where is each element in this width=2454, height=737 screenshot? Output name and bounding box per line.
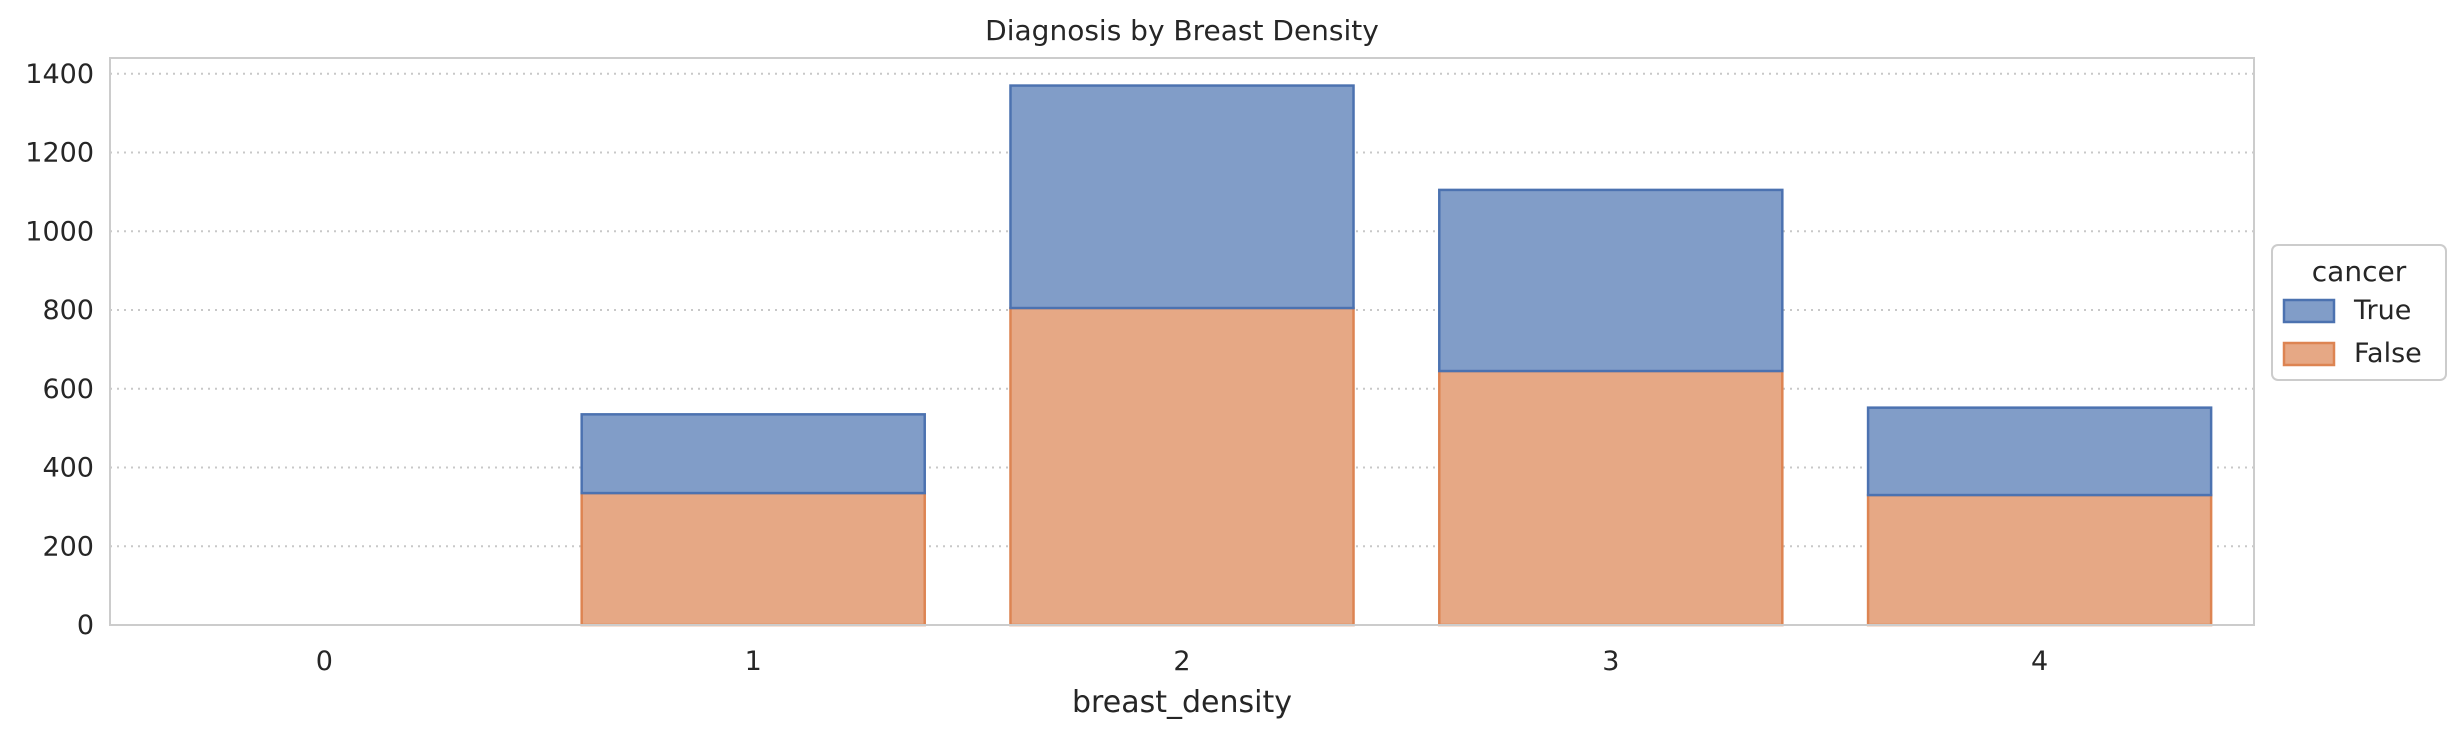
legend-label-true: True [2353,295,2411,326]
x-tick-label: 1 [745,646,762,677]
x-tick-label: 2 [1173,646,1190,677]
x-tick-label: 4 [2031,646,2048,677]
y-tick-label: 1200 [25,138,94,169]
y-tick-label: 800 [42,295,94,326]
bar-false-1 [580,491,926,627]
bar-false-3 [1438,369,1784,627]
y-tick-label: 400 [42,453,94,484]
bar-true-4 [1866,406,2213,497]
chart-title: Diagnosis by Breast Density [985,14,1379,47]
legend-label-false: False [2354,338,2422,369]
y-tick-label: 600 [42,374,94,405]
y-tick-label: 0 [77,610,94,641]
x-tick-label: 3 [1602,646,1619,677]
legend-title: cancer [2312,255,2407,288]
y-axis-ticks: 0 200 400 600 800 1000 1200 1400 [25,59,94,641]
bars [580,84,2213,627]
plot-frame [109,57,2255,626]
x-tick-label: 0 [316,646,333,677]
legend-swatch-true [2282,298,2336,324]
x-axis-label: breast_density [1072,685,1292,720]
legend: cancer True False [2271,244,2447,381]
bar-false-2 [1009,306,1355,627]
bar-false-4 [1866,493,2213,627]
bar-true-3 [1438,188,1784,373]
bar-true-2 [1009,84,1355,310]
y-tick-label: 200 [42,531,94,562]
y-tick-label: 1000 [25,216,94,247]
legend-items: True False [2282,295,2422,369]
x-axis-ticks: 0 1 2 3 4 [316,646,2048,677]
bar-true-1 [580,413,926,495]
legend-swatch-false [2282,341,2336,367]
y-tick-label: 1400 [25,59,94,90]
